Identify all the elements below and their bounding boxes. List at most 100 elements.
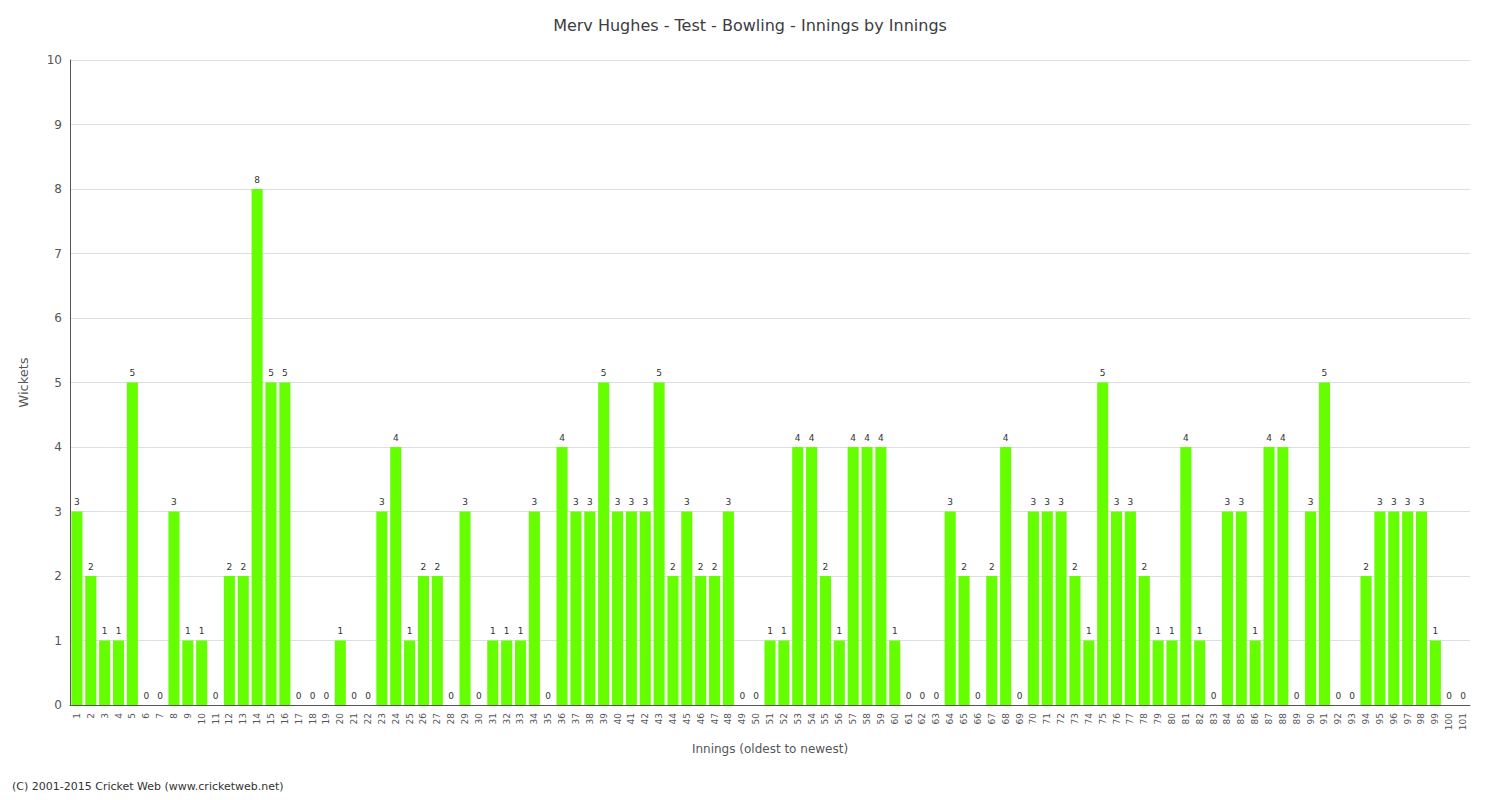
svg-text:4: 4 bbox=[114, 713, 124, 719]
svg-text:2: 2 bbox=[1141, 562, 1147, 572]
svg-text:3: 3 bbox=[726, 497, 732, 507]
svg-text:1: 1 bbox=[1155, 626, 1161, 636]
svg-text:0: 0 bbox=[143, 691, 149, 701]
svg-text:3: 3 bbox=[1405, 497, 1411, 507]
svg-text:88: 88 bbox=[1278, 713, 1288, 725]
svg-text:1: 1 bbox=[836, 626, 842, 636]
svg-text:8: 8 bbox=[54, 182, 62, 196]
svg-text:56: 56 bbox=[834, 713, 844, 725]
svg-text:42: 42 bbox=[640, 713, 650, 724]
svg-text:5: 5 bbox=[127, 713, 137, 719]
svg-text:74: 74 bbox=[1084, 713, 1094, 725]
svg-text:3: 3 bbox=[74, 497, 80, 507]
svg-text:3: 3 bbox=[615, 497, 621, 507]
svg-text:27: 27 bbox=[432, 713, 442, 724]
svg-text:28: 28 bbox=[446, 713, 456, 725]
svg-text:23: 23 bbox=[377, 713, 387, 724]
svg-text:39: 39 bbox=[599, 713, 609, 725]
svg-text:96: 96 bbox=[1389, 713, 1399, 725]
svg-text:95: 95 bbox=[1375, 713, 1385, 724]
svg-text:4: 4 bbox=[1266, 433, 1272, 443]
svg-text:2: 2 bbox=[86, 713, 96, 719]
svg-text:3: 3 bbox=[1030, 497, 1036, 507]
svg-text:77: 77 bbox=[1125, 713, 1135, 724]
svg-text:0: 0 bbox=[739, 691, 745, 701]
svg-text:93: 93 bbox=[1347, 713, 1357, 724]
svg-text:0: 0 bbox=[476, 691, 482, 701]
svg-text:11: 11 bbox=[211, 713, 221, 724]
svg-text:3: 3 bbox=[587, 497, 593, 507]
svg-text:3: 3 bbox=[947, 497, 953, 507]
svg-text:1: 1 bbox=[337, 626, 343, 636]
svg-text:1: 1 bbox=[185, 626, 191, 636]
svg-text:3: 3 bbox=[1377, 497, 1383, 507]
svg-text:0: 0 bbox=[296, 691, 302, 701]
svg-text:1: 1 bbox=[72, 713, 82, 719]
svg-text:5: 5 bbox=[601, 368, 607, 378]
svg-text:75: 75 bbox=[1098, 713, 1108, 724]
svg-text:71: 71 bbox=[1042, 713, 1052, 724]
svg-text:61: 61 bbox=[904, 713, 914, 724]
svg-text:3: 3 bbox=[573, 497, 579, 507]
svg-text:69: 69 bbox=[1015, 713, 1025, 725]
svg-text:3: 3 bbox=[462, 497, 468, 507]
svg-text:85: 85 bbox=[1236, 713, 1246, 724]
svg-text:44: 44 bbox=[668, 713, 678, 725]
svg-text:7: 7 bbox=[54, 247, 62, 261]
svg-text:81: 81 bbox=[1181, 713, 1191, 724]
svg-text:53: 53 bbox=[793, 713, 803, 724]
svg-text:36: 36 bbox=[557, 713, 567, 725]
svg-text:1: 1 bbox=[102, 626, 108, 636]
svg-text:41: 41 bbox=[626, 713, 636, 724]
svg-text:1: 1 bbox=[54, 634, 62, 648]
svg-text:1: 1 bbox=[490, 626, 496, 636]
svg-text:4: 4 bbox=[850, 433, 856, 443]
svg-text:2: 2 bbox=[1363, 562, 1369, 572]
svg-text:59: 59 bbox=[876, 713, 886, 725]
svg-text:3: 3 bbox=[1308, 497, 1314, 507]
svg-text:68: 68 bbox=[1001, 713, 1011, 725]
svg-text:3: 3 bbox=[531, 497, 537, 507]
svg-text:10: 10 bbox=[197, 713, 207, 725]
svg-text:5: 5 bbox=[268, 368, 274, 378]
svg-text:26: 26 bbox=[418, 713, 428, 725]
svg-text:2: 2 bbox=[823, 562, 829, 572]
svg-text:3: 3 bbox=[1044, 497, 1050, 507]
svg-text:4: 4 bbox=[1183, 433, 1189, 443]
svg-text:51: 51 bbox=[765, 713, 775, 724]
svg-text:0: 0 bbox=[351, 691, 357, 701]
svg-text:3: 3 bbox=[1419, 497, 1425, 507]
svg-text:34: 34 bbox=[529, 713, 539, 725]
svg-text:0: 0 bbox=[1017, 691, 1023, 701]
svg-text:0: 0 bbox=[1349, 691, 1355, 701]
svg-text:Wickets: Wickets bbox=[16, 357, 31, 407]
svg-text:90: 90 bbox=[1306, 713, 1316, 725]
svg-text:4: 4 bbox=[809, 433, 815, 443]
svg-text:2: 2 bbox=[54, 569, 62, 583]
svg-text:8: 8 bbox=[254, 175, 260, 185]
svg-text:2: 2 bbox=[88, 562, 94, 572]
svg-text:25: 25 bbox=[405, 713, 415, 724]
svg-text:9: 9 bbox=[183, 713, 193, 719]
svg-text:5: 5 bbox=[282, 368, 288, 378]
svg-text:21: 21 bbox=[349, 713, 359, 724]
svg-text:14: 14 bbox=[252, 713, 262, 725]
svg-text:57: 57 bbox=[848, 713, 858, 724]
svg-text:0: 0 bbox=[753, 691, 759, 701]
svg-text:9: 9 bbox=[54, 118, 62, 132]
svg-text:4: 4 bbox=[795, 433, 801, 443]
svg-text:4: 4 bbox=[393, 433, 399, 443]
svg-text:45: 45 bbox=[682, 713, 692, 724]
svg-text:1: 1 bbox=[199, 626, 205, 636]
svg-text:76: 76 bbox=[1112, 713, 1122, 725]
svg-text:22: 22 bbox=[363, 713, 373, 724]
svg-text:58: 58 bbox=[862, 713, 872, 725]
svg-text:97: 97 bbox=[1403, 713, 1413, 724]
svg-text:65: 65 bbox=[959, 713, 969, 724]
svg-text:1: 1 bbox=[518, 626, 524, 636]
svg-text:87: 87 bbox=[1264, 713, 1274, 724]
svg-text:0: 0 bbox=[1294, 691, 1300, 701]
svg-text:0: 0 bbox=[365, 691, 371, 701]
svg-text:48: 48 bbox=[723, 713, 733, 725]
svg-text:64: 64 bbox=[945, 713, 955, 725]
